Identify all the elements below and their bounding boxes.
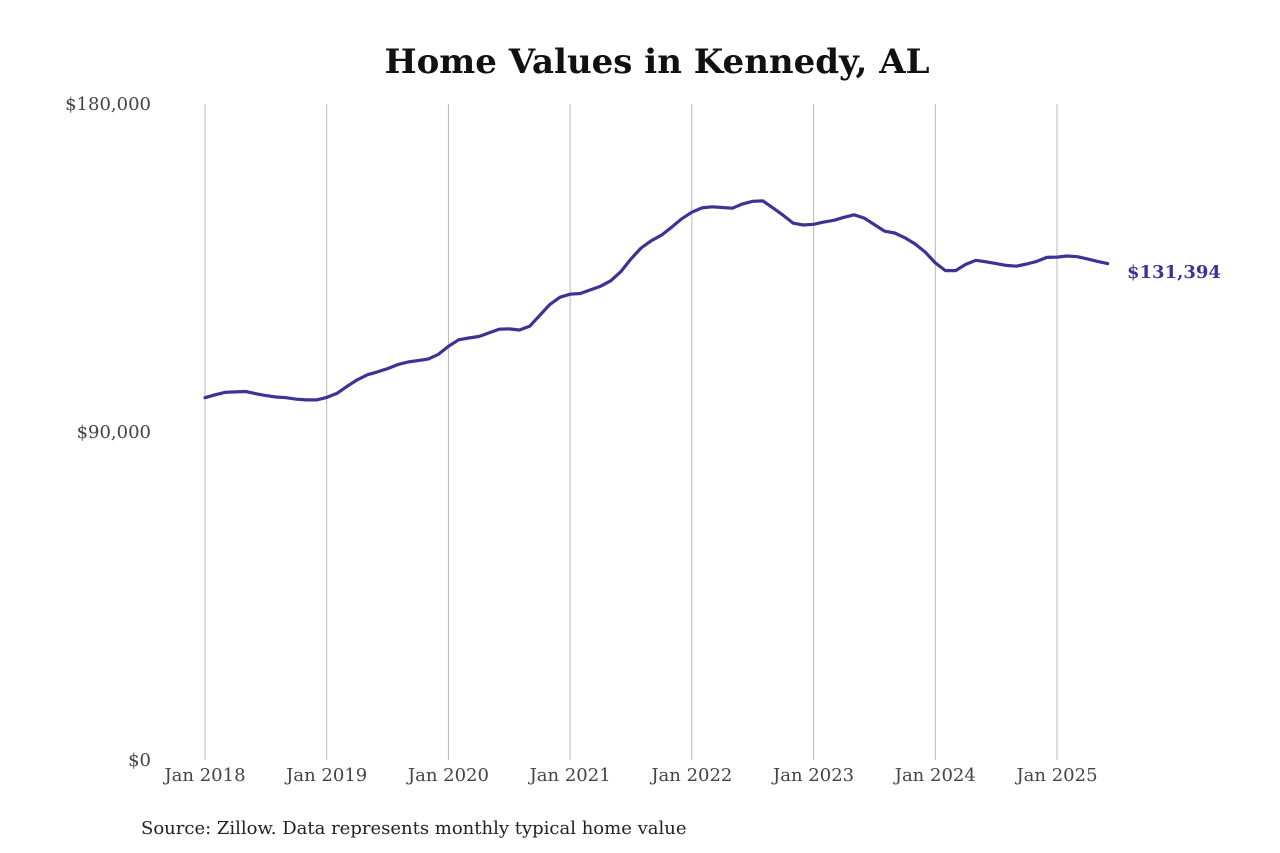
y-axis-tick-labels: $180,000 $90,000 $0	[65, 94, 151, 771]
latest-value-label: $131,394	[1127, 262, 1221, 283]
x-tick-label: Jan 2025	[1014, 765, 1097, 786]
x-tick-label: Jan 2021	[528, 765, 611, 786]
x-tick-label: Jan 2020	[406, 765, 489, 786]
y-tick-label: $90,000	[77, 422, 151, 443]
x-axis-tick-labels: Jan 2018 Jan 2019 Jan 2020 Jan 2021 Jan 2022…	[162, 765, 1097, 786]
x-tick-label: Jan 2018	[162, 765, 245, 786]
x-tick-label: Jan 2022	[649, 765, 732, 786]
x-tick-label: Jan 2023	[771, 765, 854, 786]
x-tick-label: Jan 2024	[893, 765, 976, 786]
y-tick-label: $180,000	[65, 94, 151, 115]
home-value-series-line	[203, 199, 1110, 402]
source-note: Source: Zillow. Data represents monthly …	[141, 818, 687, 839]
chart-title: Home Values in Kennedy, AL	[385, 42, 930, 82]
x-tick-label: Jan 2019	[284, 765, 367, 786]
vertical-gridlines	[204, 104, 1058, 760]
y-tick-label: $0	[128, 750, 151, 771]
